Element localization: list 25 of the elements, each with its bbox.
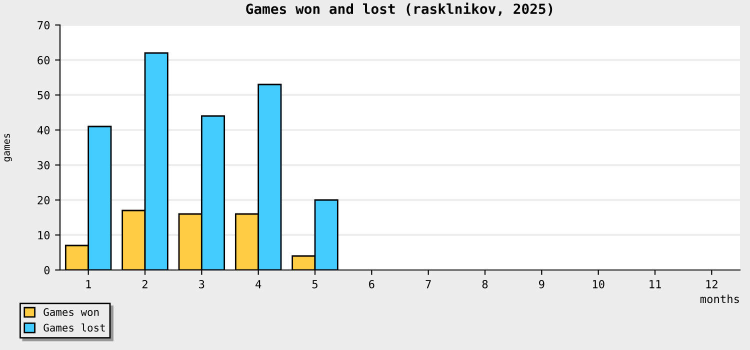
x-tick-label: 1 bbox=[86, 280, 91, 288]
x-tick-label: 2 bbox=[142, 280, 148, 288]
y-tick-label: 20 bbox=[38, 196, 50, 204]
x-tick-label: 3 bbox=[199, 280, 204, 288]
x-tick-label: 5 bbox=[312, 280, 318, 288]
y-tick-label: 60 bbox=[38, 56, 50, 64]
x-tick-label: 7 bbox=[426, 280, 431, 288]
legend-label: Games lost bbox=[44, 323, 105, 332]
y-tick-label: 70 bbox=[38, 21, 50, 30]
x-tick-label: 4 bbox=[256, 280, 262, 288]
y-tick-label: 0 bbox=[44, 266, 50, 274]
x-axis-title: months bbox=[700, 294, 739, 304]
chart-title: Games won and lost (rasklnikov, 2025) bbox=[246, 2, 552, 16]
x-tick-label: 6 bbox=[369, 280, 374, 288]
legend-label: Games won bbox=[44, 308, 99, 316]
y-tick-label: 50 bbox=[38, 91, 50, 100]
x-tick-label: 9 bbox=[539, 280, 544, 288]
x-tick-label: 12 bbox=[706, 280, 718, 288]
x-tick-label: 8 bbox=[482, 280, 488, 288]
y-tick-label: 40 bbox=[37, 126, 50, 134]
x-tick-label: 10 bbox=[592, 280, 604, 288]
x-tick-label: 11 bbox=[650, 280, 661, 288]
y-axis-title: games bbox=[4, 134, 12, 162]
y-tick-label: 30 bbox=[38, 161, 50, 170]
y-tick-label: 10 bbox=[38, 231, 50, 240]
